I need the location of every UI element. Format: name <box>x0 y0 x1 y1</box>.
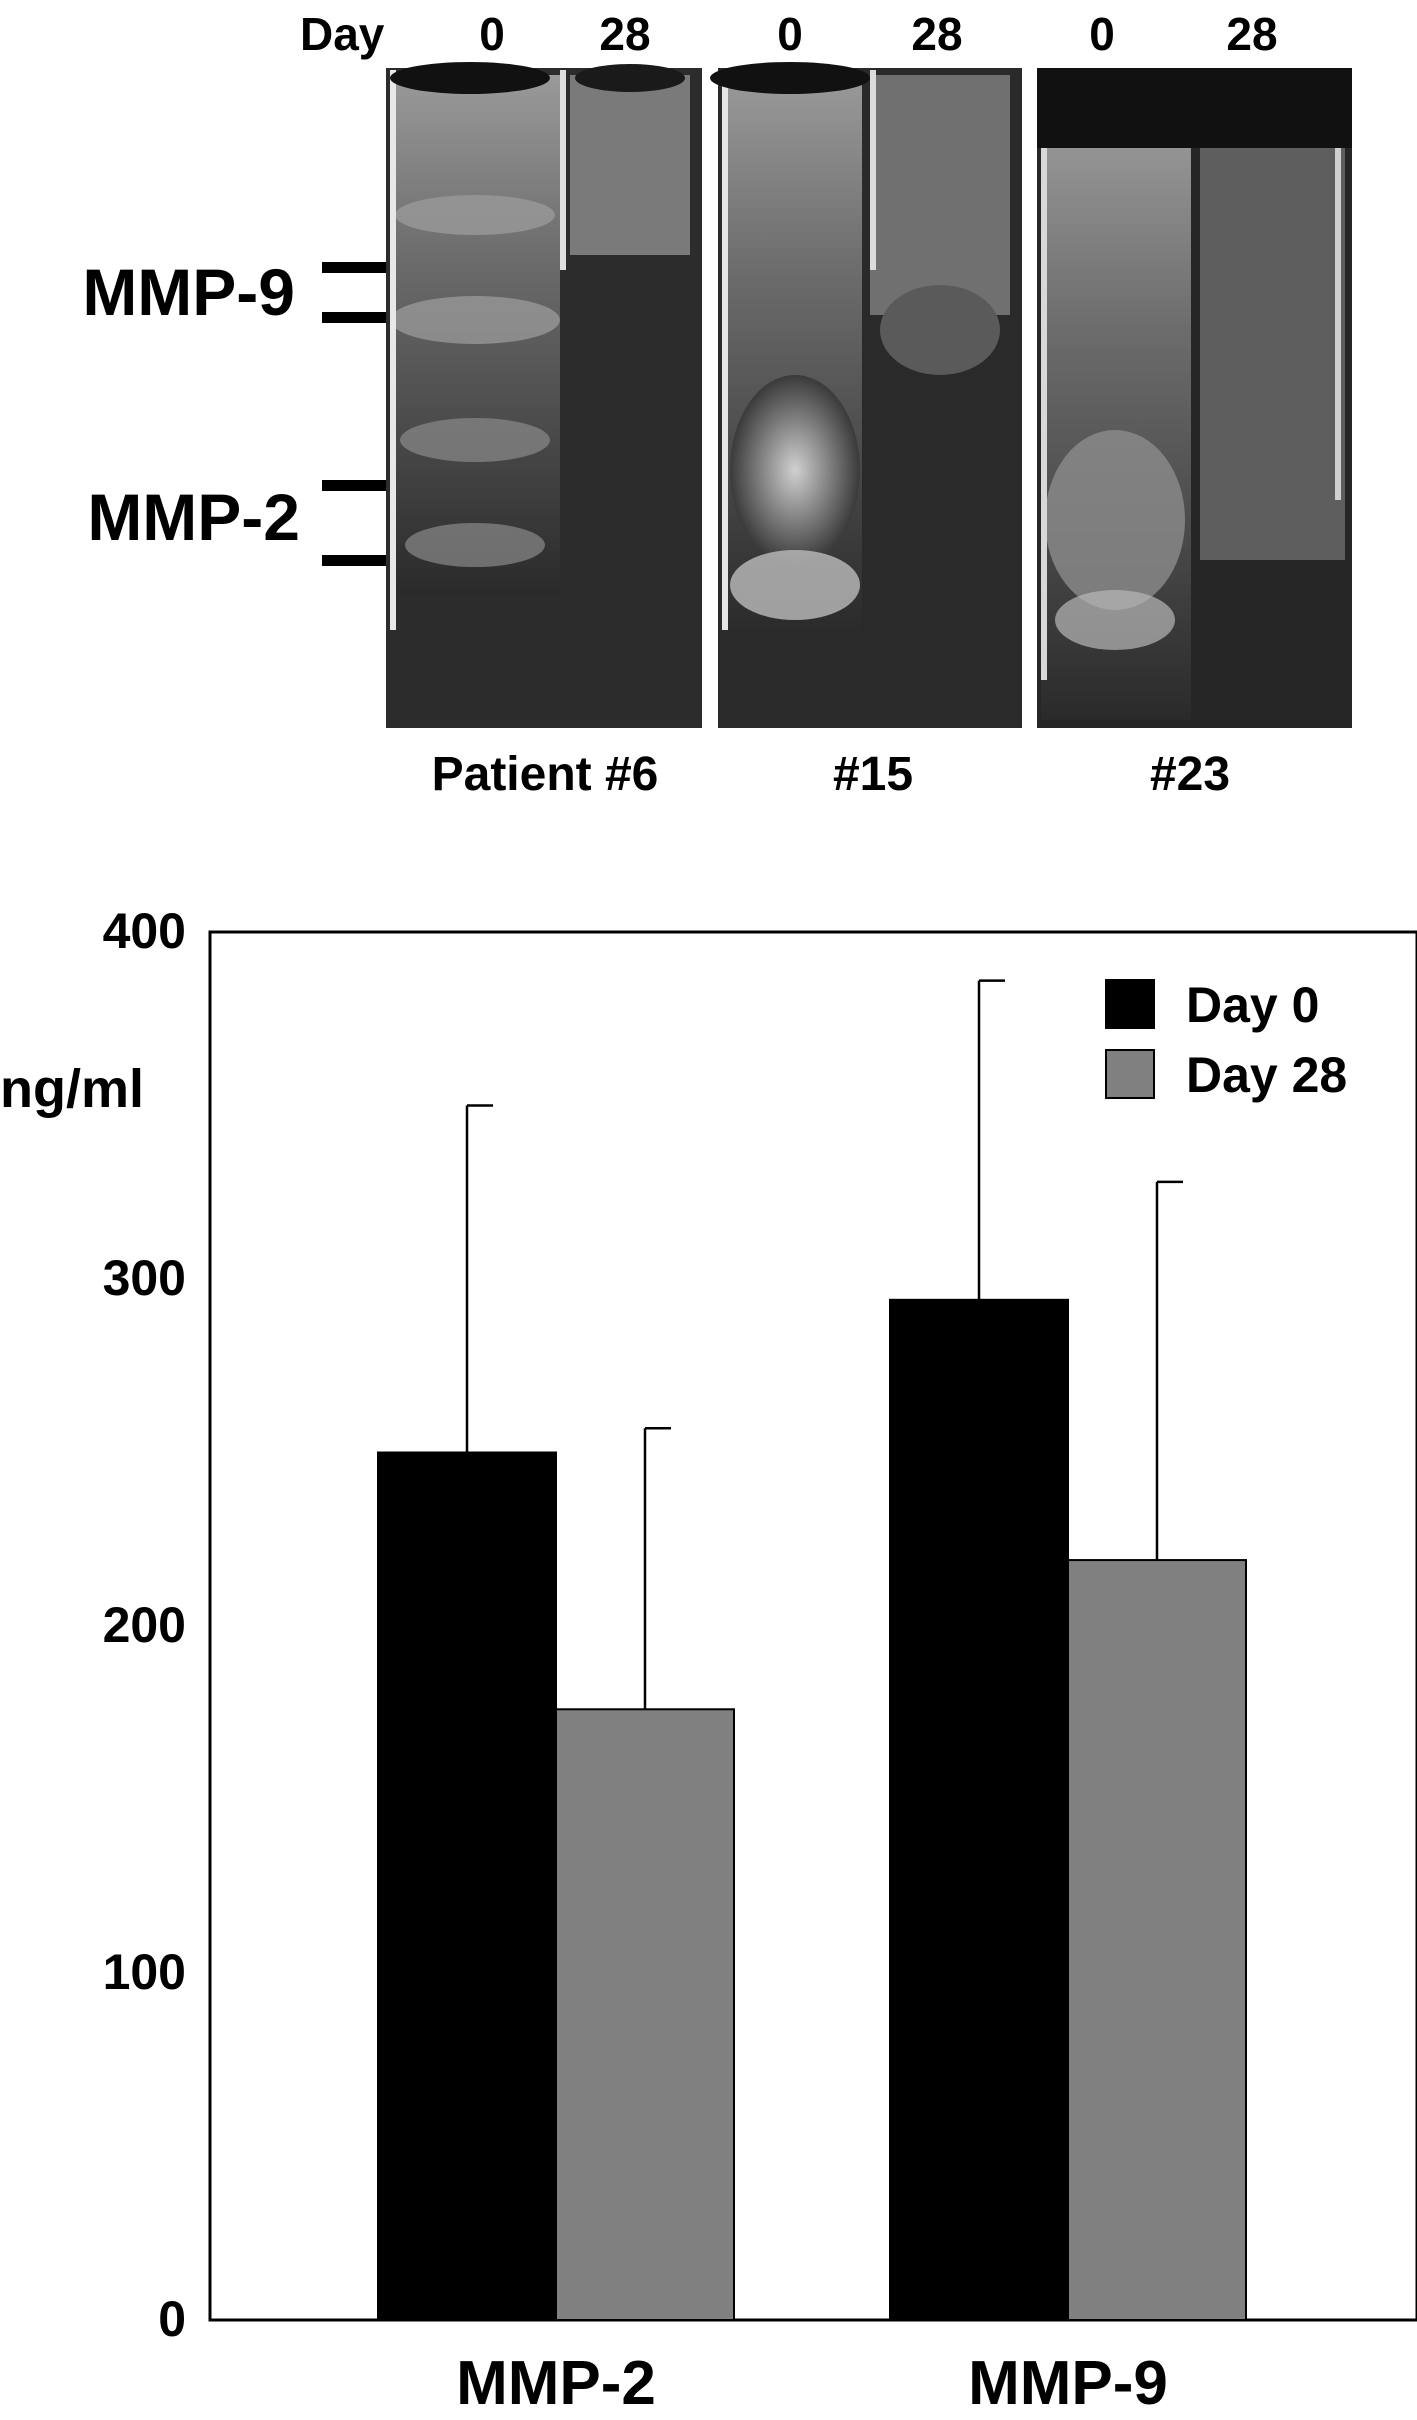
lane-day-label: 0 <box>777 8 803 60</box>
gel-image-patient-23 <box>1037 68 1352 728</box>
lane-day-label: 28 <box>1226 8 1277 60</box>
patient-label: Patient #6 <box>432 748 659 801</box>
lane-day-label: 0 <box>479 8 505 60</box>
gel-image-patient-15 <box>710 62 1022 728</box>
legend-label: Day 0 <box>1186 977 1319 1033</box>
x-tick-label: MMP-2 <box>456 2349 656 2415</box>
gel-image-patient-6 <box>386 62 702 728</box>
mmp2-lower-tick <box>322 555 386 566</box>
day-label: Day <box>300 8 385 60</box>
x-tick-label: MMP-9 <box>968 2349 1168 2415</box>
mmp9-upper-tick <box>322 262 386 273</box>
legend-swatch <box>1105 979 1155 1029</box>
legend-swatch <box>1105 1049 1155 1099</box>
bar-mmp-9-day-28 <box>1067 1559 1247 2321</box>
y-tick-label: 100 <box>103 1944 186 2000</box>
bar-mmp-2-day-28 <box>555 1708 735 2321</box>
y-tick-label: 200 <box>103 1597 186 1653</box>
mmp9-lower-tick <box>322 312 386 323</box>
y-tick-label: 0 <box>158 2291 186 2347</box>
y-tick-label: 300 <box>103 1250 186 1306</box>
mmp9-band-label: MMP-9 <box>82 255 295 329</box>
plot-frame <box>208 930 1417 2322</box>
lane-day-label: 28 <box>911 8 962 60</box>
y-axis-label: ng/ml <box>0 1059 144 1119</box>
mmp2-upper-tick <box>322 480 386 491</box>
lane-day-label: 28 <box>599 8 650 60</box>
y-axis-ticks: 0 100 200 300 400 <box>103 903 186 2347</box>
lane-day-label: 0 <box>1089 8 1115 60</box>
gel-panel: Day 0 28 0 28 0 28 MMP-9 MMP-2 <box>82 8 1352 801</box>
bar-mmp-2-day-0 <box>377 1451 557 2321</box>
patient-label: #23 <box>1150 748 1230 801</box>
legend: Day 0 Day 28 <box>1105 977 1347 1103</box>
x-axis-labels: MMP-2 MMP-9 <box>456 2349 1168 2418</box>
mmp2-band-label: MMP-2 <box>87 480 300 554</box>
bar-mmp-9-day-0 <box>889 1298 1069 2321</box>
bars <box>377 979 1247 2321</box>
patient-label: #15 <box>833 748 913 801</box>
legend-label: Day 28 <box>1186 1047 1347 1103</box>
y-tick-label: 400 <box>103 903 186 959</box>
